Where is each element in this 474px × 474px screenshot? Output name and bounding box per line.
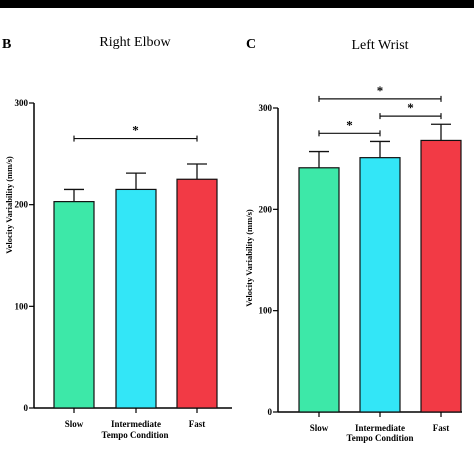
y-tick-label: 100: [259, 306, 273, 316]
y-tick-label: 200: [15, 200, 29, 210]
y-tick-label: 300: [259, 103, 273, 113]
x-axis-label: Tempo Condition: [347, 433, 414, 443]
significance-star: *: [346, 117, 353, 132]
category-label: Intermediate: [111, 419, 161, 429]
category-label: Fast: [189, 419, 206, 429]
category-label: Slow: [310, 423, 329, 433]
bar: [176, 178, 218, 409]
bar: [359, 157, 401, 413]
significance-star: *: [407, 100, 414, 115]
category-label: Fast: [433, 423, 450, 433]
significance-star: *: [132, 123, 139, 138]
y-axis-label: Velocity Variability (mm/s): [4, 156, 14, 254]
chart-title: Right Elbow: [99, 35, 171, 50]
bar: [298, 167, 340, 413]
bar: [53, 201, 95, 409]
panel-left-wrist: C Left Wrist Velocity Variability (mm/s)…: [244, 37, 462, 443]
y-tick-label: 200: [259, 204, 273, 214]
chart-title: Left Wrist: [351, 38, 408, 53]
panel-letter: C: [246, 37, 256, 52]
bar: [420, 139, 462, 413]
bar: [115, 188, 157, 409]
panel-right-elbow: B Right Elbow Velocity Variability (mm/s…: [2, 35, 232, 440]
y-tick-label: 0: [24, 403, 29, 413]
panel-letter: B: [2, 37, 11, 52]
y-axis-label: Velocity Variability (mm/s): [244, 209, 254, 307]
significance-star: *: [377, 83, 384, 98]
y-tick-label: 0: [268, 407, 273, 417]
y-tick-label: 100: [15, 301, 29, 311]
top-border-bar: [0, 0, 474, 8]
x-axis-label: Tempo Condition: [102, 430, 169, 440]
y-tick-label: 300: [15, 98, 29, 108]
category-label: Intermediate: [355, 423, 405, 433]
category-label: Slow: [65, 419, 84, 429]
